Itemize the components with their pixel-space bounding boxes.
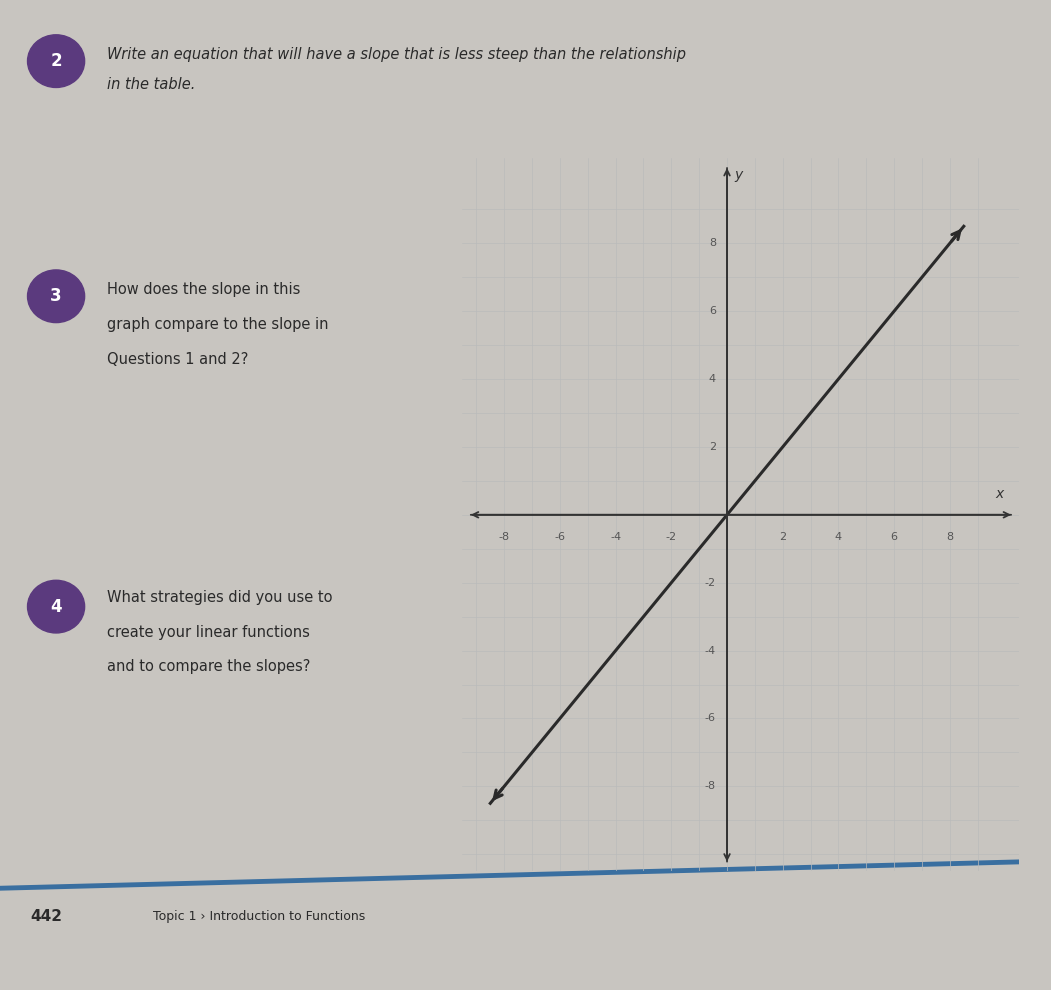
Text: 2: 2 bbox=[708, 442, 716, 451]
Circle shape bbox=[27, 270, 85, 323]
Text: x: x bbox=[996, 487, 1004, 501]
Text: -6: -6 bbox=[705, 714, 716, 724]
Text: -4: -4 bbox=[705, 645, 716, 655]
Text: -8: -8 bbox=[498, 532, 510, 542]
Text: Write an equation that will have a slope that is less steep than the relationshi: Write an equation that will have a slope… bbox=[107, 48, 686, 62]
Text: and to compare the slopes?: and to compare the slopes? bbox=[107, 659, 310, 674]
Text: 4: 4 bbox=[834, 532, 842, 542]
Circle shape bbox=[27, 580, 85, 633]
Text: Topic 1 › Introduction to Functions: Topic 1 › Introduction to Functions bbox=[153, 911, 365, 924]
Text: graph compare to the slope in: graph compare to the slope in bbox=[107, 317, 329, 332]
Text: 4: 4 bbox=[708, 374, 716, 384]
Text: 8: 8 bbox=[708, 239, 716, 248]
Text: 8: 8 bbox=[946, 532, 953, 542]
Text: 4: 4 bbox=[50, 598, 62, 616]
Circle shape bbox=[27, 35, 85, 87]
Text: 2: 2 bbox=[50, 52, 62, 70]
Text: -6: -6 bbox=[555, 532, 565, 542]
Text: 6: 6 bbox=[890, 532, 898, 542]
Text: 442: 442 bbox=[30, 910, 63, 925]
Text: -2: -2 bbox=[665, 532, 677, 542]
Text: 6: 6 bbox=[708, 306, 716, 316]
Text: -4: -4 bbox=[610, 532, 621, 542]
Text: Questions 1 and 2?: Questions 1 and 2? bbox=[107, 351, 248, 366]
Text: -8: -8 bbox=[705, 781, 716, 791]
Text: 2: 2 bbox=[779, 532, 786, 542]
Text: How does the slope in this: How does the slope in this bbox=[107, 282, 301, 297]
Text: create your linear functions: create your linear functions bbox=[107, 625, 310, 640]
Text: -2: -2 bbox=[705, 578, 716, 588]
Text: y: y bbox=[734, 168, 742, 182]
Text: What strategies did you use to: What strategies did you use to bbox=[107, 590, 332, 605]
Text: in the table.: in the table. bbox=[107, 77, 195, 92]
Text: 3: 3 bbox=[50, 287, 62, 305]
